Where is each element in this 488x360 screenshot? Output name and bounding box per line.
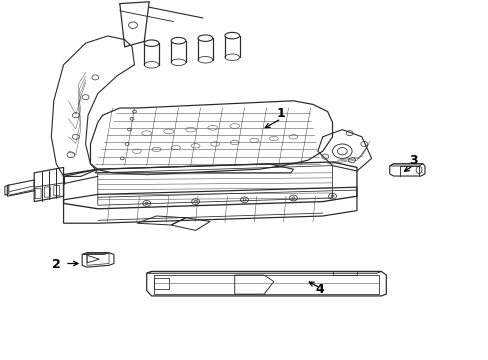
- Text: 1: 1: [276, 107, 285, 120]
- Text: 4: 4: [315, 283, 324, 296]
- Ellipse shape: [144, 40, 159, 46]
- Ellipse shape: [171, 37, 185, 44]
- Ellipse shape: [198, 35, 212, 41]
- Ellipse shape: [224, 32, 239, 39]
- Text: 3: 3: [408, 154, 417, 167]
- Text: 2: 2: [52, 258, 61, 271]
